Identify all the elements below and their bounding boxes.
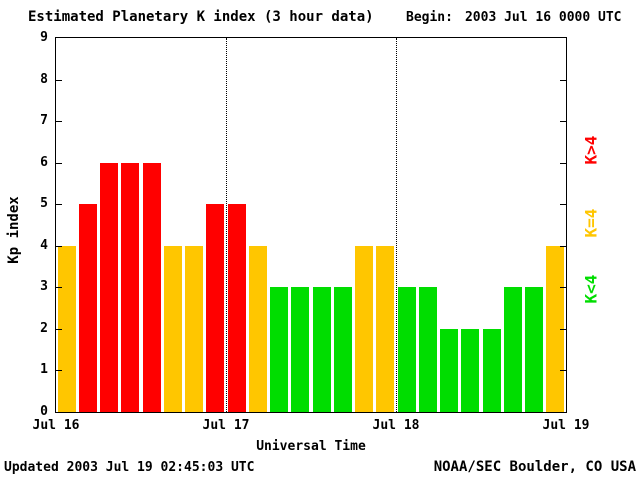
day-boundary-gridline (396, 38, 397, 412)
y-axis-tick (560, 328, 566, 330)
source-credit: NOAA/SEC Boulder, CO USA (433, 459, 636, 475)
kp-bar (482, 328, 501, 412)
kp-bar (291, 287, 310, 412)
chart-title: Estimated Planetary K index (3 hour data… (28, 9, 374, 25)
y-axis-tick (560, 287, 566, 289)
y-axis-tick (56, 79, 62, 81)
begin-timestamp: Begin: 2003 Jul 16 0000 UTC (406, 10, 622, 25)
y-axis-tick (560, 162, 566, 164)
kp-bar (546, 245, 565, 412)
legend-k-eq-4: K=4 (581, 208, 601, 238)
kp-bar (312, 287, 331, 412)
y-axis-tick (56, 328, 62, 330)
y-tick-label: 1 (40, 362, 48, 378)
kp-bar (376, 245, 395, 412)
kp-bar (142, 162, 161, 412)
legend-k-gt-4: K>4 (581, 135, 601, 165)
y-tick-label: 9 (40, 30, 48, 45)
y-axis-tick (56, 245, 62, 247)
plot-area (55, 37, 567, 413)
kp-bar (121, 162, 140, 412)
y-tick-label: 5 (40, 196, 48, 212)
kp-bar (440, 328, 459, 412)
kp-bar (503, 287, 522, 412)
updated-timestamp: Updated 2003 Jul 19 02:45:03 UTC (4, 460, 255, 475)
kp-bar (270, 287, 289, 412)
y-tick-label: 7 (40, 113, 48, 129)
begin-label: Begin: (406, 10, 453, 25)
x-tick-label: Jul 16 (32, 418, 80, 433)
kp-bar (418, 287, 437, 412)
x-tick-label: Jul 18 (372, 418, 420, 433)
kp-bar (227, 204, 246, 412)
y-axis-tick (56, 121, 62, 123)
kp-bar (397, 287, 416, 412)
kp-bar (333, 287, 352, 412)
kp-bar (185, 245, 204, 412)
y-axis-tick (56, 204, 62, 206)
y-axis-tick (560, 245, 566, 247)
y-axis-tick (56, 287, 62, 289)
x-tick-label: Jul 17 (202, 418, 250, 433)
y-tick-label: 6 (40, 154, 48, 170)
day-boundary-gridline (226, 38, 227, 412)
y-axis-tick (56, 370, 62, 372)
begin-value: 2003 Jul 16 0000 UTC (464, 10, 622, 25)
y-axis-tick (560, 370, 566, 372)
kp-bar (206, 204, 225, 412)
y-axis-tick (56, 162, 62, 164)
kp-bar (78, 204, 97, 412)
y-axis-tick (560, 121, 566, 123)
y-tick-label: 2 (40, 320, 48, 336)
y-tick-label: 0 (40, 404, 48, 419)
y-tick-label: 8 (40, 71, 48, 87)
kp-bar (355, 245, 374, 412)
y-tick-label: 3 (40, 279, 48, 295)
y-axis-tick (560, 79, 566, 81)
kp-bar (57, 245, 76, 412)
kp-bar (461, 328, 480, 412)
kp-bar (100, 162, 119, 412)
x-tick-label: Jul 19 (542, 418, 590, 433)
y-axis-tick (560, 204, 566, 206)
kp-bar (248, 245, 267, 412)
kp-bar (163, 245, 182, 412)
x-axis-title: Universal Time (256, 439, 366, 454)
legend-k-lt-4: K<4 (581, 274, 601, 304)
kp-bar (525, 287, 544, 412)
y-tick-label: 4 (40, 237, 48, 253)
